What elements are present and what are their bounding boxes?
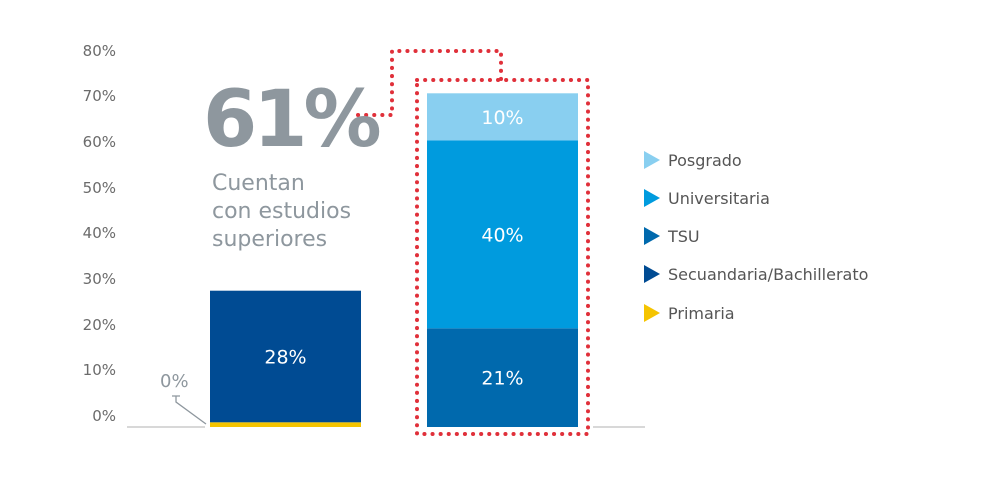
caption-line-1: Cuentan — [212, 171, 305, 196]
bar-segment-posgrado — [427, 93, 578, 141]
y-tick-label: 50% — [83, 179, 116, 197]
zero-leader-line — [172, 395, 207, 425]
highlight-frame — [415, 78, 590, 436]
bars — [210, 93, 578, 427]
bar-segment-primaria — [210, 422, 361, 427]
legend-label-tsu: TSU — [667, 227, 700, 246]
legend-label-secuandaria-bachillerato: Secuandaria/Bachillerato — [668, 265, 868, 284]
legend-label-posgrado: Posgrado — [668, 151, 742, 170]
legend-swatch-secuandaria-bachillerato — [644, 265, 660, 283]
legend-swatch-primaria — [644, 304, 660, 322]
legend-swatch-universitaria — [644, 189, 660, 207]
y-tick-label: 70% — [83, 87, 116, 105]
legend-swatch-posgrado — [644, 151, 660, 169]
y-tick-label: 30% — [83, 270, 116, 288]
y-tick-label: 40% — [83, 224, 116, 242]
data-label-secuandaria-bachillerato: 28% — [264, 347, 306, 369]
y-tick-label: 80% — [83, 42, 116, 60]
y-axis: 80% 70% 60% 50% 40% 30% 20% 10% 0% — [83, 42, 116, 425]
legend-label-universitaria: Universitaria — [668, 189, 770, 208]
bar-segment-universitaria — [427, 140, 578, 329]
y-tick-label: 0% — [92, 407, 116, 425]
y-tick-label: 20% — [83, 316, 116, 334]
bar-segment-secuandaria-bachillerato — [210, 290, 361, 423]
highlight-connector — [356, 49, 503, 117]
bar-segment-tsu — [427, 328, 578, 427]
data-label-universitaria: 40% — [481, 224, 523, 246]
legend: Posgrado Universitaria TSU Secuandaria/Bach… — [644, 151, 868, 323]
caption-line-3: superiores — [212, 227, 327, 252]
segment-labels: 28% 21% 40% 10% — [264, 107, 523, 390]
big-value-annotation: 61% — [203, 75, 380, 165]
legend-swatch-tsu — [644, 227, 660, 245]
zero-annotation: 0% — [160, 371, 189, 392]
legend-label-primaria: Primaria — [668, 304, 735, 323]
data-label-posgrado: 10% — [481, 107, 523, 129]
y-tick-label: 10% — [83, 361, 116, 379]
caption-line-2: con estudios — [212, 199, 351, 224]
y-tick-label: 60% — [83, 133, 116, 151]
data-label-tsu: 21% — [481, 368, 523, 390]
